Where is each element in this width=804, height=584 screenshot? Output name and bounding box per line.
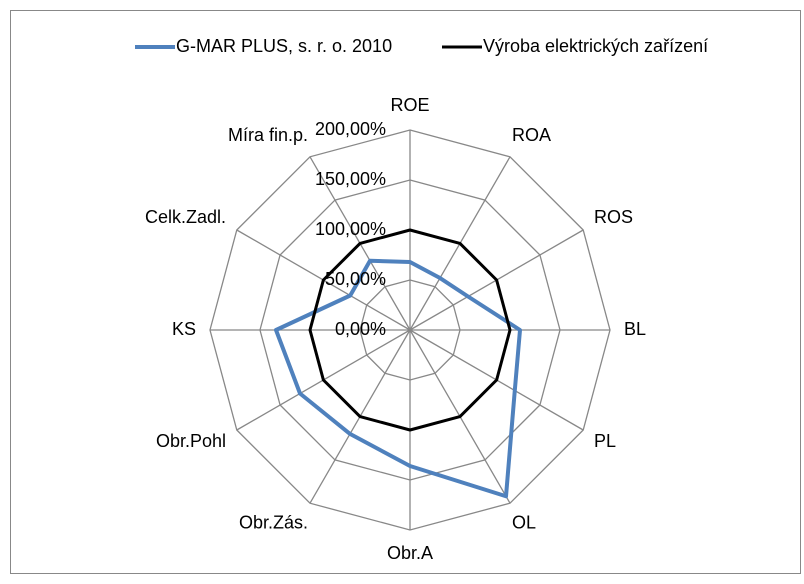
category-label: ROA: [512, 125, 551, 145]
tick-label: 150,00%: [315, 169, 386, 189]
category-label: ROS: [594, 207, 633, 227]
chart-frame: [10, 10, 801, 574]
category-label: Obr.Pohl: [156, 431, 226, 451]
category-label: Míra fin.p.: [228, 125, 308, 145]
tick-label: 200,00%: [315, 119, 386, 139]
series-line: [274, 258, 522, 499]
category-label: OL: [512, 513, 536, 533]
tick-label: 50,00%: [325, 269, 386, 289]
category-label: ROE: [390, 95, 429, 115]
tick-label: 100,00%: [315, 219, 386, 239]
category-label: Celk.Zadl.: [145, 207, 226, 227]
category-label: Obr.A: [387, 543, 433, 563]
category-label: Obr.Zás.: [239, 513, 308, 533]
series-line: [308, 228, 512, 432]
category-label: PL: [594, 431, 616, 451]
category-label: KS: [172, 319, 196, 339]
legend-label: Výroba elektrických zařízení: [483, 36, 708, 56]
category-label: BL: [624, 319, 646, 339]
tick-label: 0,00%: [335, 319, 386, 339]
legend-label: G-MAR PLUS, s. r. o. 2010: [176, 36, 392, 56]
